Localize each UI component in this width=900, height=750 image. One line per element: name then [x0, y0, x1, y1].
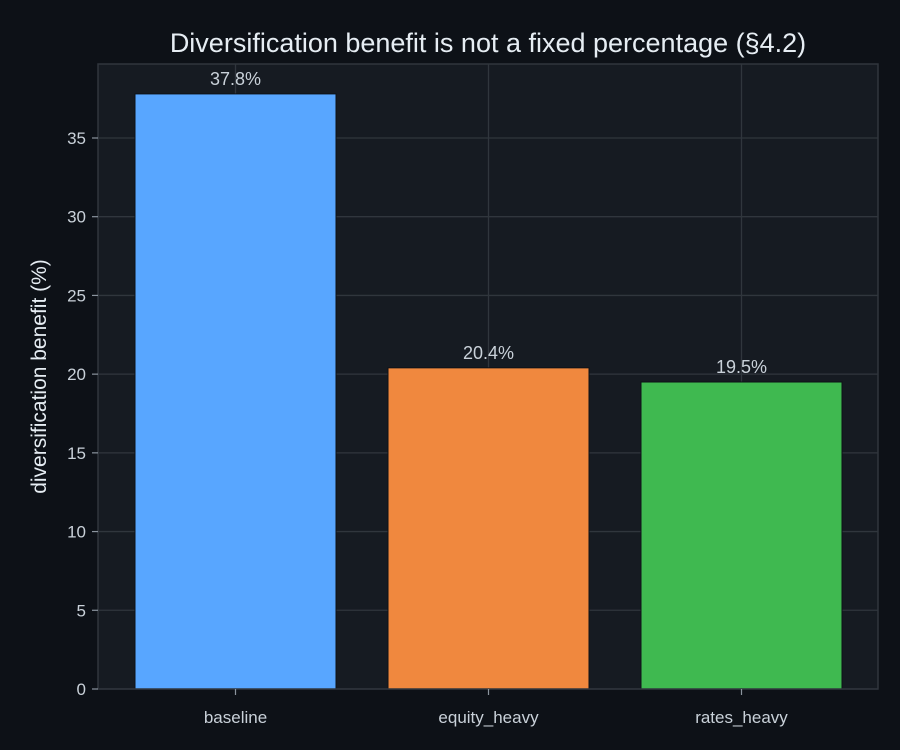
x-tick-label: rates_heavy	[695, 708, 788, 727]
y-tick-label: 0	[77, 680, 86, 699]
bar-value-label: 37.8%	[210, 69, 261, 89]
bar-baseline	[134, 93, 337, 690]
bars	[134, 93, 843, 690]
bar-value-label: 20.4%	[463, 343, 514, 363]
y-tick-label: 20	[67, 365, 86, 384]
y-axis-label: diversification benefit (%)	[28, 259, 51, 494]
y-tick-label: 35	[67, 129, 86, 148]
y-tick-label: 5	[77, 601, 86, 620]
y-axis: 0 5 10 15 20 25 30 35	[67, 129, 98, 699]
value-labels: 37.8% 20.4% 19.5%	[210, 69, 767, 377]
y-tick-label: 30	[67, 208, 86, 227]
chart-title: Diversification benefit is not a fixed p…	[170, 28, 806, 58]
y-tick-label: 25	[67, 286, 86, 305]
y-tick-label: 10	[67, 523, 86, 542]
x-tick-label: baseline	[204, 708, 267, 727]
x-axis: baseline equity_heavy rates_heavy	[204, 689, 788, 727]
y-tick-label: 15	[67, 444, 86, 463]
bar-equity_heavy	[387, 367, 590, 690]
bar-value-label: 19.5%	[716, 357, 767, 377]
x-tick-label: equity_heavy	[438, 708, 539, 727]
bar-rates_heavy	[640, 381, 843, 690]
